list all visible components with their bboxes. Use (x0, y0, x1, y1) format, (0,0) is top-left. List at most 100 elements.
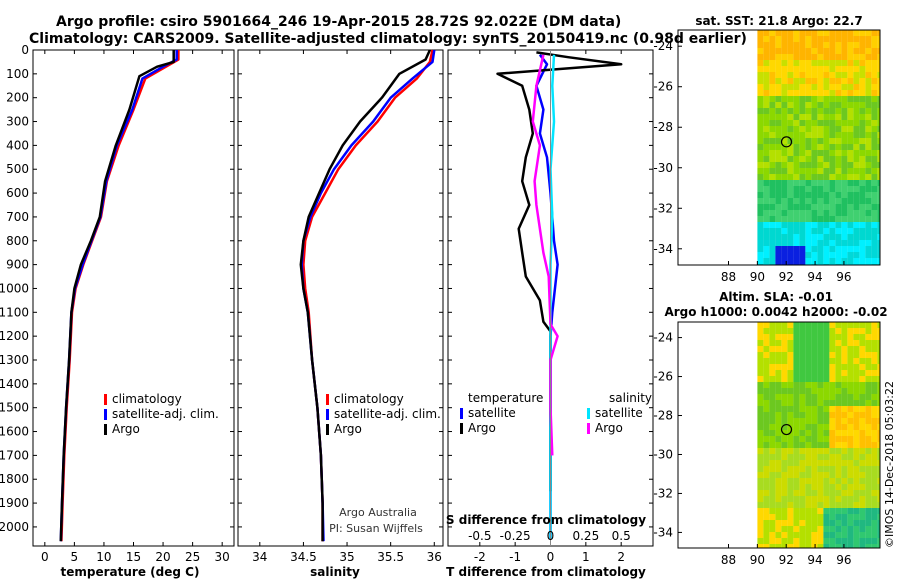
map-cell (805, 180, 812, 186)
map-cell (817, 78, 824, 84)
map-cell (805, 192, 812, 198)
map-cell (769, 364, 776, 370)
map-cell (859, 352, 866, 358)
map-cell (829, 144, 836, 150)
map-cell (799, 334, 806, 340)
x-tick-label: 0 (547, 550, 555, 564)
map-cell (871, 340, 878, 346)
map-cell (853, 376, 860, 382)
map-cell (865, 430, 872, 436)
map-cell (841, 466, 848, 472)
map-cell (877, 370, 881, 376)
map-cell (859, 126, 866, 132)
map-cell (793, 222, 800, 228)
map-cell (823, 406, 830, 412)
map-cell (793, 544, 800, 548)
map-cell (865, 460, 872, 466)
map-cell (859, 156, 866, 162)
map-cell (853, 394, 860, 400)
map-cell (835, 120, 842, 126)
map-cell (787, 126, 794, 132)
map-cell (811, 394, 818, 400)
map-cell (841, 346, 848, 352)
map-cell (799, 246, 806, 252)
map-cell (763, 466, 770, 472)
map-cell (781, 162, 788, 168)
map-cell (865, 222, 872, 228)
map-cell (799, 168, 806, 174)
map-cell (811, 364, 818, 370)
map-cell (763, 400, 770, 406)
map-cell (775, 364, 782, 370)
map-cell (859, 370, 866, 376)
map-cell (793, 466, 800, 472)
map-cell (871, 210, 878, 216)
map-cell (799, 108, 806, 114)
map-cell (829, 240, 836, 246)
map-cell (787, 412, 794, 418)
map-cell (787, 466, 794, 472)
map-cell (799, 102, 806, 108)
map-cell (781, 514, 788, 520)
map-cell (769, 400, 776, 406)
map-cell (763, 96, 770, 102)
map-cell (847, 102, 854, 108)
map-cell (811, 150, 818, 156)
map-cell (823, 108, 830, 114)
map-cell (859, 222, 866, 228)
map-cell (799, 54, 806, 60)
map-cell (853, 234, 860, 240)
map-cell (871, 460, 878, 466)
map-cell (829, 472, 836, 478)
map-cell (829, 222, 836, 228)
map-cell (793, 424, 800, 430)
map-cell (817, 514, 824, 520)
map-cell (805, 388, 812, 394)
map-cell (757, 60, 764, 66)
map-cell (811, 460, 818, 466)
map-cell (781, 78, 788, 84)
map-cell (835, 412, 842, 418)
map-cell (877, 532, 881, 538)
map-cell (859, 228, 866, 234)
map-cell (829, 502, 836, 508)
map-cell (847, 376, 854, 382)
map-cell (811, 514, 818, 520)
map-cell (823, 84, 830, 90)
map-cell (769, 168, 776, 174)
map-cell (829, 60, 836, 66)
map-cell (817, 150, 824, 156)
map-cell (805, 144, 812, 150)
map-cell (823, 126, 830, 132)
map-cell (805, 60, 812, 66)
map-cell (793, 252, 800, 258)
map-cell (841, 340, 848, 346)
map-cell (769, 30, 776, 36)
map-cell (859, 60, 866, 66)
map-y-tick-label: -28 (653, 120, 673, 134)
map-cell (835, 352, 842, 358)
map-cell (799, 484, 806, 490)
map-cell (823, 222, 830, 228)
map-cell (865, 502, 872, 508)
map-cell (853, 198, 860, 204)
map-cell (793, 228, 800, 234)
map-cell (787, 328, 794, 334)
map-cell (811, 466, 818, 472)
map-cell (835, 448, 842, 454)
map-cell (769, 240, 776, 246)
map-cell (781, 322, 788, 328)
map-cell (841, 484, 848, 490)
map-cell (847, 60, 854, 66)
map-cell (757, 496, 764, 502)
map-cell (871, 162, 878, 168)
map-cell (853, 84, 860, 90)
map-cell (853, 436, 860, 442)
map-cell (805, 30, 812, 36)
map-cell (817, 478, 824, 484)
map-cell (877, 240, 881, 246)
map-cell (859, 216, 866, 222)
map-cell (811, 418, 818, 424)
map-cell (847, 406, 854, 412)
map-cell (757, 132, 764, 138)
